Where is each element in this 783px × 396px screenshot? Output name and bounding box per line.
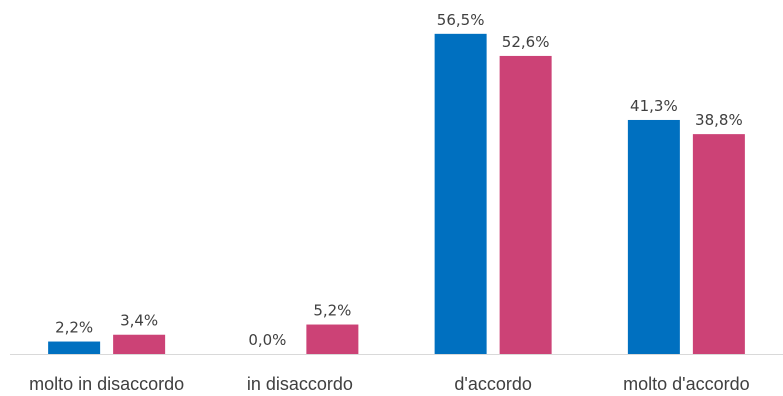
data-label-series1-1: 0,0% <box>248 331 286 349</box>
category-label-1: in disaccordo <box>247 374 353 394</box>
bar-series2-2 <box>499 55 552 354</box>
bar-series1-3 <box>627 119 680 354</box>
data-label-series1-0: 2,2% <box>55 319 93 337</box>
data-label-series2-3: 38,8% <box>695 111 743 129</box>
category-label-2: d'accordo <box>454 374 531 394</box>
bar-series1-2 <box>434 33 487 354</box>
category-labels-group: molto in disaccordo in disaccordo d'accord… <box>29 374 750 394</box>
value-labels-group: 2,2% 3,4% 0,0% 5,2% 56,5% 52,6% 41,3% 38,8% <box>55 11 743 349</box>
data-label-series1-2: 56,5% <box>437 11 485 29</box>
category-label-3: molto d'accordo <box>623 374 750 394</box>
data-label-series2-2: 52,6% <box>502 33 550 51</box>
bars-group <box>48 33 745 354</box>
data-label-series2-0: 3,4% <box>120 312 158 330</box>
data-label-series1-3: 41,3% <box>630 97 678 115</box>
category-label-0: molto in disaccordo <box>29 374 184 394</box>
bar-series1-0 <box>48 341 101 354</box>
bar-series2-1 <box>306 324 359 354</box>
bar-series2-0 <box>113 334 166 354</box>
data-label-series2-1: 5,2% <box>313 302 351 320</box>
bar-series2-3 <box>692 134 745 354</box>
